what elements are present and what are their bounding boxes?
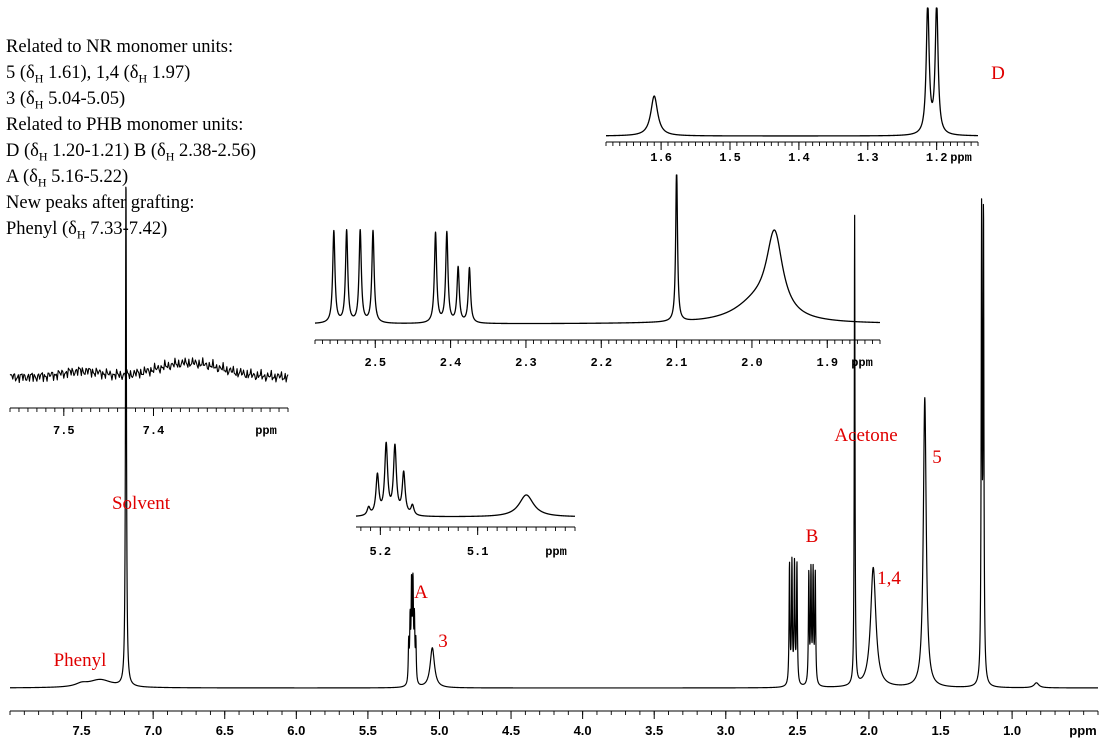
inset-b-tick-label: 2.2 xyxy=(590,356,612,370)
peak-label-d: D xyxy=(991,63,1005,84)
main-tick-label: 4.0 xyxy=(574,723,592,738)
note-nr-line2: 3 (δH 5.04-5.05) xyxy=(6,89,126,112)
main-tick-label: 7.5 xyxy=(73,723,91,738)
note-phb-header: Related to PHB monomer units: xyxy=(6,115,244,135)
inset-d-tick-label: 1.6 xyxy=(650,151,672,165)
inset-phenyl-tick-label: 7.5 xyxy=(53,424,75,438)
main-tick-label: 1.5 xyxy=(931,723,949,738)
peak-label-a: A xyxy=(414,582,428,603)
inset-b-tick-label: 2.4 xyxy=(440,356,462,370)
peak-label-solvent: Solvent xyxy=(112,493,171,514)
main-tick-label: 6.5 xyxy=(216,723,234,738)
inset-d-axis-label: ppm xyxy=(950,151,972,165)
main-axis-label: ppm xyxy=(1069,723,1096,738)
inset-phenyl-tick-label: 7.4 xyxy=(143,424,165,438)
inset-a-trace xyxy=(355,441,576,518)
inset-phenyl-axis-label: ppm xyxy=(255,424,277,438)
main-tick-label: 2.0 xyxy=(860,723,878,738)
main-tick-label: 3.5 xyxy=(645,723,663,738)
main-tick-label: 2.5 xyxy=(788,723,806,738)
inset-b-tick-label: 1.9 xyxy=(816,356,838,370)
inset-b-tick-label: 2.5 xyxy=(364,356,386,370)
peak-label-5: 5 xyxy=(932,447,942,468)
inset-a-tick-label: 5.2 xyxy=(370,545,392,559)
inset-b-axis-label: ppm xyxy=(851,356,873,370)
note-nr-line1: 5 (δH 1.61), 1,4 (δH 1.97) xyxy=(6,63,191,86)
main-tick-label: 5.5 xyxy=(359,723,377,738)
main-tick-label: 4.5 xyxy=(502,723,520,738)
note-new-header: New peaks after grafting: xyxy=(6,193,195,213)
note-new-line1: Phenyl (δH 7.33-7.42) xyxy=(6,219,168,242)
inset-b-tick-label: 2.0 xyxy=(741,356,763,370)
inset-d-tick-label: 1.4 xyxy=(788,151,810,165)
peak-label-3: 3 xyxy=(438,631,448,652)
main-tick-label: 1.0 xyxy=(1003,723,1021,738)
inset-d-trace xyxy=(605,7,979,137)
inset-a-axis-label: ppm xyxy=(545,545,567,559)
inset-d-tick-label: 1.5 xyxy=(719,151,741,165)
peak-label-phenyl: Phenyl xyxy=(54,650,107,671)
peak-label-acetone: Acetone xyxy=(834,425,897,446)
inset-d-tick-label: 1.2 xyxy=(926,151,948,165)
inset-b-tick-label: 2.1 xyxy=(666,356,688,370)
main-trace xyxy=(9,186,1099,689)
note-nr-header: Related to NR monomer units: xyxy=(6,37,234,57)
peak-label-b: B xyxy=(806,526,819,547)
inset-phenyl-trace xyxy=(9,357,289,384)
main-tick-label: 6.0 xyxy=(287,723,305,738)
note-phb-line1: D (δH 1.20-1.21) B (δH 2.38-2.56) xyxy=(6,141,257,164)
inset-d-tick-label: 1.3 xyxy=(857,151,879,165)
inset-b-trace xyxy=(314,174,881,325)
inset-b-tick-label: 2.3 xyxy=(515,356,537,370)
inset-a-tick-label: 5.1 xyxy=(467,545,489,559)
main-tick-label: 3.0 xyxy=(717,723,735,738)
main-tick-label: 5.0 xyxy=(430,723,448,738)
main-tick-label: 7.0 xyxy=(144,723,162,738)
note-phb-line2: A (δH 5.16-5.22) xyxy=(6,167,129,190)
peak-label-14: 1,4 xyxy=(877,568,901,589)
